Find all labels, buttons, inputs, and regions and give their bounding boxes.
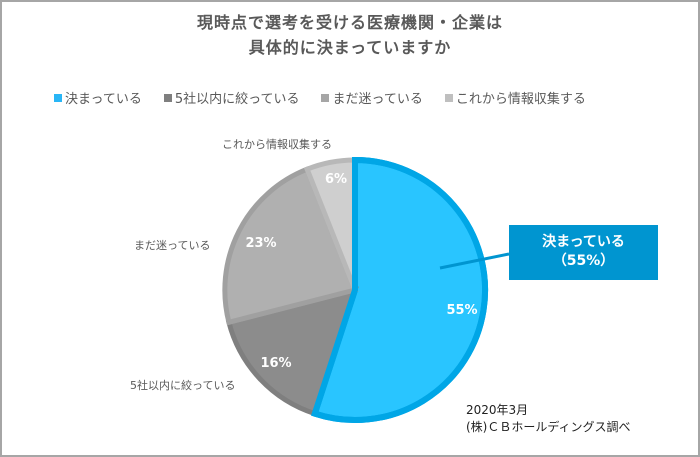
callout-leader-line [439,252,510,270]
slice-decided-border [311,156,489,423]
chart-title: 現時点で選考を受ける医療機関・企業は 具体的に決まっていますか [0,10,700,60]
legend-swatch-icon [444,93,453,102]
legend-label: これから情報収集する [455,92,586,107]
legend-swatch-icon [54,93,62,102]
slice-value-decided: 55% [446,303,477,318]
source-date: 2020年3月 [466,403,529,417]
callout-value: （55%） [552,253,615,269]
legend-item-undecided: まだ迷っている [321,88,423,107]
source-note: 2020年3月 (株)ＣＢホールディングス調べ [466,402,631,436]
callout-label: 決まっている [542,234,625,250]
legend-label: まだ迷っている [332,92,423,107]
slice-value-gathering: 6% [325,172,347,187]
legend-label: 決まっている [65,92,142,107]
slice-value-narrowed: 16% [260,356,291,371]
source-org: (株)ＣＢホールディングス調べ [466,420,631,434]
category-label-undecided: まだ迷っている [134,239,211,252]
category-label-gathering: これから情報収集する [222,138,332,151]
legend-label: 5社以内に絞っている [174,92,300,107]
chart-title-line2: 具体的に決まっていますか [248,38,452,57]
legend: 決まっている 5社以内に絞っている まだ迷っている これから情報収集する [54,88,608,107]
legend-item-gathering: これから情報収集する [444,88,586,107]
slice-value-undecided: 23% [245,236,276,251]
callout-box: 決まっている （55%） [509,225,658,280]
category-label-narrowed: 5社以内に絞っている [130,379,236,392]
slice-undecided [222,165,359,326]
legend-swatch-icon [163,93,172,102]
legend-swatch-icon [321,93,330,102]
legend-item-narrowed: 5社以内に絞っている [163,88,300,107]
legend-item-decided: 決まっている [54,88,142,107]
chart-title-line1: 現時点で選考を受ける医療機関・企業は [196,13,503,32]
